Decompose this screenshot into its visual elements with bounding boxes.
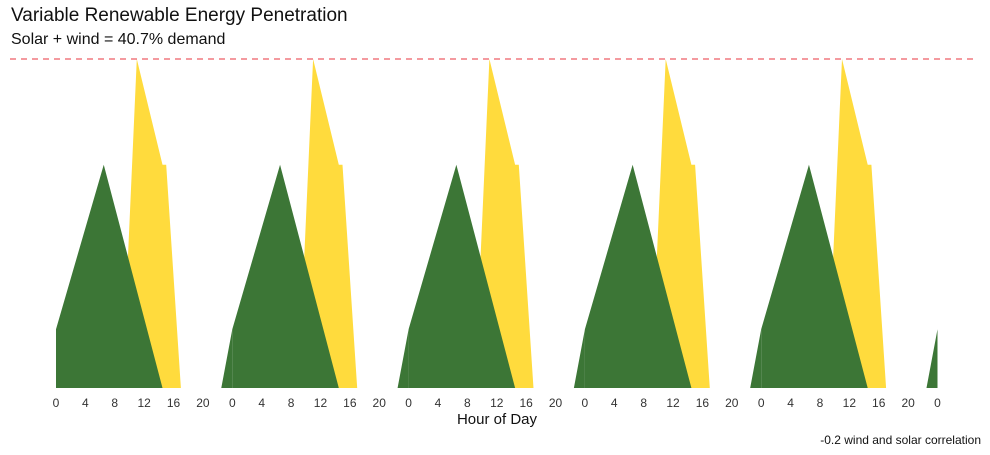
x-tick-label: 16 — [696, 396, 710, 410]
x-tick-label: 20 — [196, 396, 210, 410]
x-tick-label: 4 — [787, 396, 794, 410]
wind-area-day-3 — [408, 164, 585, 388]
x-tick-label: 0 — [758, 396, 765, 410]
x-tick-label: 16 — [872, 396, 886, 410]
x-tick-label: 4 — [611, 396, 618, 410]
wind-areas — [56, 164, 938, 388]
x-tick-label: 20 — [901, 396, 915, 410]
x-tick-label: 8 — [817, 396, 824, 410]
x-tick-label: 0 — [582, 396, 589, 410]
x-tick-label: 4 — [435, 396, 442, 410]
x-axis-label: Hour of Day — [457, 411, 538, 428]
solar-areas — [56, 59, 938, 388]
x-tick-label: 20 — [725, 396, 739, 410]
x-tick-label: 0 — [53, 396, 60, 410]
x-tick-label: 0 — [405, 396, 412, 410]
solar-area-day-3 — [408, 59, 585, 388]
chart-title: Variable Renewable Energy Penetration — [11, 5, 348, 26]
x-tick-label: 20 — [549, 396, 563, 410]
solar-area-day-1 — [56, 59, 233, 388]
solar-area-day-2 — [232, 59, 409, 388]
x-tick-label: 12 — [843, 396, 857, 410]
chart-subtitle: Solar + wind = 40.7% demand — [11, 31, 226, 48]
wind-area-day-1 — [56, 164, 233, 388]
x-tick-label: 8 — [464, 396, 471, 410]
x-tick-label: 8 — [640, 396, 647, 410]
solar-area-day-5 — [761, 59, 938, 388]
x-tick-label: 12 — [137, 396, 151, 410]
x-tick-label: 0 — [934, 396, 941, 410]
x-tick-label: 12 — [490, 396, 504, 410]
wind-area-day-5 — [761, 164, 938, 388]
x-tick-label: 16 — [519, 396, 533, 410]
wind-area-day-2 — [232, 164, 409, 388]
x-tick-label: 12 — [666, 396, 680, 410]
x-tick-label: 4 — [82, 396, 89, 410]
x-tick-label: 4 — [258, 396, 265, 410]
x-tick-label: 8 — [288, 396, 295, 410]
x-tick-label: 12 — [314, 396, 328, 410]
x-tick-label: 20 — [373, 396, 387, 410]
x-tick-label: 8 — [111, 396, 118, 410]
chart-caption: -0.2 wind and solar correlation — [820, 433, 981, 447]
x-tick-label: 16 — [343, 396, 357, 410]
x-tick-label: 16 — [167, 396, 181, 410]
x-tick-label: 0 — [229, 396, 236, 410]
solar-area-day-4 — [584, 59, 762, 388]
x-axis-ticks: 0 4 8 12 16 20 0 4 8 12 16 20 0 4 8 12 16 20 0 4 8 12 16 20 0 4 8 1… — [53, 396, 942, 410]
wind-area-day-4 — [584, 164, 762, 388]
